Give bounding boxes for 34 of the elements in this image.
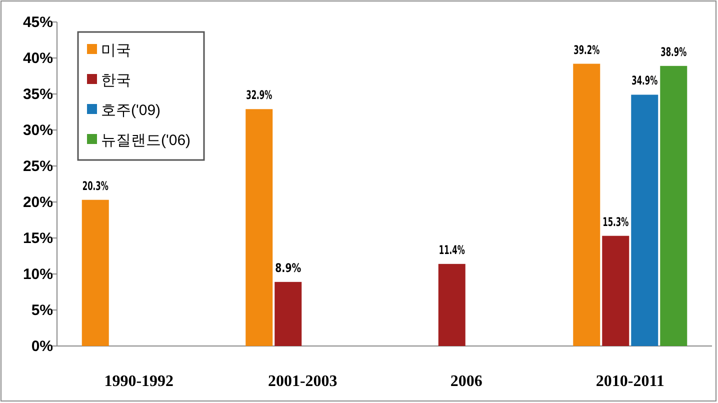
data-label: 8.9%: [275, 260, 306, 275]
legend-label: 미국: [101, 42, 131, 59]
legend-label: 한국: [101, 72, 131, 89]
bar: [82, 200, 109, 346]
y-tick-label: 10%: [22, 266, 53, 283]
y-tick-label: 40%: [22, 50, 53, 67]
y-tick-label: 0%: [31, 338, 53, 355]
data-label: 32.9%: [246, 88, 284, 102]
y-tick-label: 35%: [22, 86, 53, 103]
x-tick-label: 2006: [450, 373, 482, 390]
legend-label: 뉴질랜드('06): [101, 132, 191, 149]
y-tick-label: 20%: [22, 194, 53, 211]
y-tick-label: 25%: [22, 158, 53, 175]
y-tick-label: 15%: [22, 230, 53, 247]
x-tick-label: 2001-2003: [268, 373, 338, 390]
bar: [246, 109, 273, 346]
y-tick-label: 5%: [31, 302, 53, 319]
data-label: 15.3%: [602, 214, 640, 229]
bar: [660, 66, 688, 346]
bar: [274, 282, 302, 346]
bar: [573, 64, 600, 346]
legend-label: 호주('09): [101, 102, 161, 119]
data-label: 39.2%: [574, 42, 612, 57]
y-tick-label: 30%: [22, 122, 53, 139]
data-label: 11.4%: [438, 242, 476, 257]
data-label: 38.9%: [660, 44, 698, 59]
y-tick-label: 45%: [22, 14, 53, 31]
bar: [602, 236, 630, 346]
bar: [438, 264, 466, 346]
x-tick-label: 2010-2011: [596, 373, 664, 390]
bar: [631, 94, 658, 346]
data-label: 34.9%: [632, 74, 670, 88]
x-tick-label: 1990-1992: [104, 373, 174, 390]
data-label: 20.3%: [82, 178, 120, 193]
